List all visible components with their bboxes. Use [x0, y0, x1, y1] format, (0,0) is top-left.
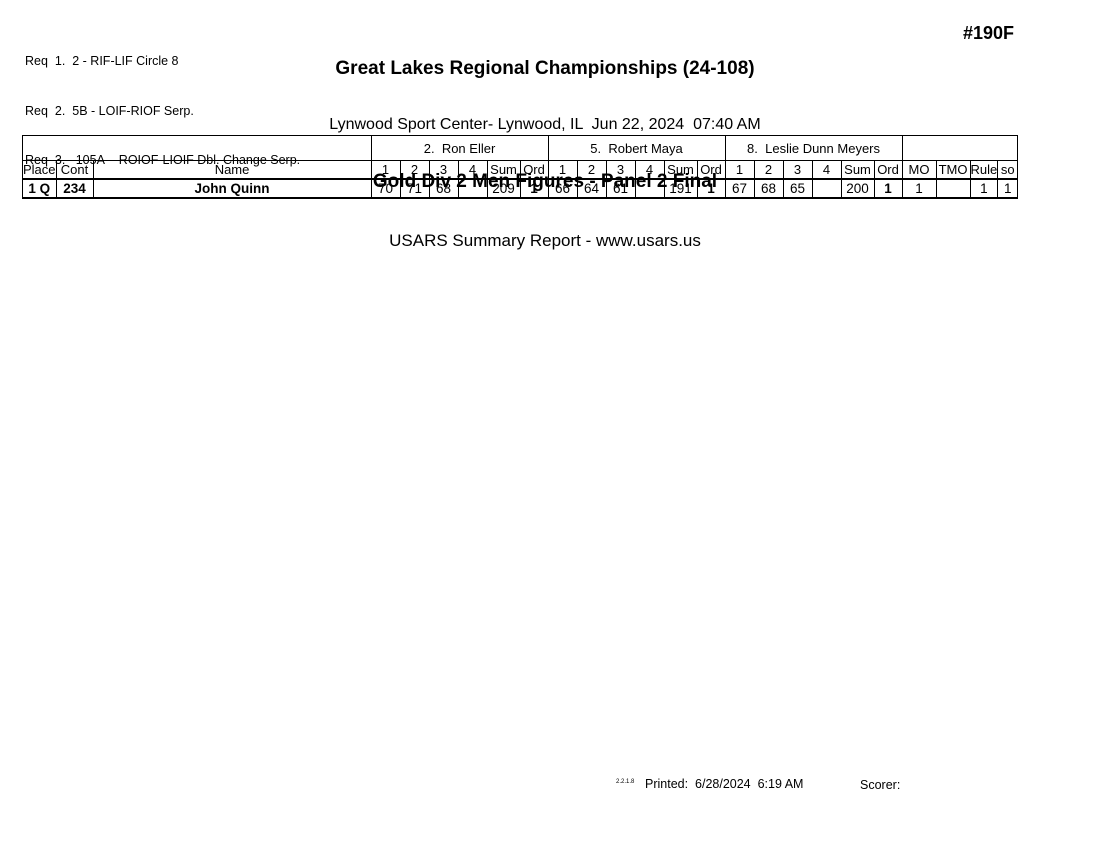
contestant-number-cell: 234	[55, 178, 94, 199]
judge1-score1-cell: 70	[370, 178, 401, 199]
event-number: #190F	[963, 23, 1015, 43]
judge1-score2-cell: 71	[399, 178, 430, 199]
judge3-sum-cell: 200	[840, 178, 875, 199]
judge2-score3-cell: 61	[605, 178, 636, 199]
judge1-score3-cell: 68	[428, 178, 459, 199]
mo-cell: 1	[901, 178, 937, 199]
judge3-ord-header: Ord	[873, 160, 903, 180]
judge2-trial3-header: 3	[605, 160, 636, 180]
rule-cell: 1	[969, 178, 999, 199]
software-version: 2.2.1.8	[616, 779, 635, 785]
judge3-trial1-header: 1	[724, 160, 755, 180]
skater-result-row: 1 Q 234 John Quinn 70 71 68 209 1 66 64 …	[22, 178, 1019, 199]
requirement-line: Req 2. 5B - LOIF-RIOF Serp.	[25, 103, 194, 118]
judge1-ord-header: Ord	[519, 160, 549, 180]
mo-header: MO	[901, 160, 937, 180]
judge1-trial3-header: 3	[428, 160, 459, 180]
judge2-score4-cell	[634, 178, 665, 199]
spacer-cell	[901, 135, 1019, 161]
judge3-score1-cell: 67	[724, 178, 755, 199]
judge2-trial4-header: 4	[634, 160, 665, 180]
place-cell: 1 Q	[22, 178, 57, 199]
judge2-score1-cell: 66	[547, 178, 578, 199]
scorer-label: Scorer:	[860, 778, 901, 792]
tmo-header: TMO	[935, 160, 971, 180]
judge1-trial1-header: 1	[370, 160, 401, 180]
judge2-sum-header: Sum	[663, 160, 698, 180]
judge2-ord-header: Ord	[696, 160, 726, 180]
judge1-score4-cell	[457, 178, 488, 199]
name-header: Name	[92, 160, 372, 180]
tmo-cell	[935, 178, 971, 199]
cont-header: Cont	[55, 160, 94, 180]
championship-title: Great Lakes Regional Championships (24-1…	[335, 58, 755, 79]
judge3-score3-cell: 65	[782, 178, 813, 199]
place-header: Place	[22, 160, 57, 180]
printed-timestamp: Printed: 6/28/2024 6:19 AM	[645, 777, 804, 791]
judge2-trial1-header: 1	[547, 160, 578, 180]
skater-name-cell: John Quinn	[92, 178, 372, 199]
judge2-trial2-header: 2	[576, 160, 607, 180]
judge3-score4-cell	[811, 178, 842, 199]
judge-names-row: 2. Ron Eller 5. Robert Maya 8. Leslie Du…	[22, 135, 1019, 161]
judge3-sum-header: Sum	[840, 160, 875, 180]
rule-header: Rule	[969, 160, 999, 180]
judge2-score2-cell: 64	[576, 178, 607, 199]
judge1-trial2-header: 2	[399, 160, 430, 180]
so-header: so	[997, 160, 1019, 180]
judge-2-name-cell: 5. Robert Maya	[547, 135, 726, 161]
report-type-line: USARS Summary Report - www.usars.us	[389, 231, 701, 250]
judge-1-name-cell: 2. Ron Eller	[370, 135, 549, 161]
results-table: 2. Ron Eller 5. Robert Maya 8. Leslie Du…	[22, 135, 1019, 199]
requirement-line: Req 1. 2 - RIF-LIF Circle 8	[25, 54, 179, 68]
spacer-cell	[22, 135, 372, 161]
judge1-ord-cell: 1	[519, 178, 549, 199]
judge3-trial3-header: 3	[782, 160, 813, 180]
judge-3-name-cell: 8. Leslie Dunn Meyers	[724, 135, 903, 161]
judge3-trial2-header: 2	[753, 160, 784, 180]
venue-date-line: Lynwood Sport Center- Lynwood, IL Jun 22…	[329, 116, 761, 133]
judge1-trial4-header: 4	[457, 160, 488, 180]
so-cell: 1	[997, 178, 1019, 199]
judge1-sum-header: Sum	[486, 160, 521, 180]
judge3-score2-cell: 68	[753, 178, 784, 199]
judge2-ord-cell: 1	[696, 178, 726, 199]
judge1-sum-cell: 209	[486, 178, 521, 199]
judge2-sum-cell: 191	[663, 178, 698, 199]
judge3-ord-cell: 1	[873, 178, 903, 199]
judge3-trial4-header: 4	[811, 160, 842, 180]
column-header-row: Place Cont Name 1 2 3 4 Sum Ord 1 2 3 4 …	[22, 160, 1019, 180]
